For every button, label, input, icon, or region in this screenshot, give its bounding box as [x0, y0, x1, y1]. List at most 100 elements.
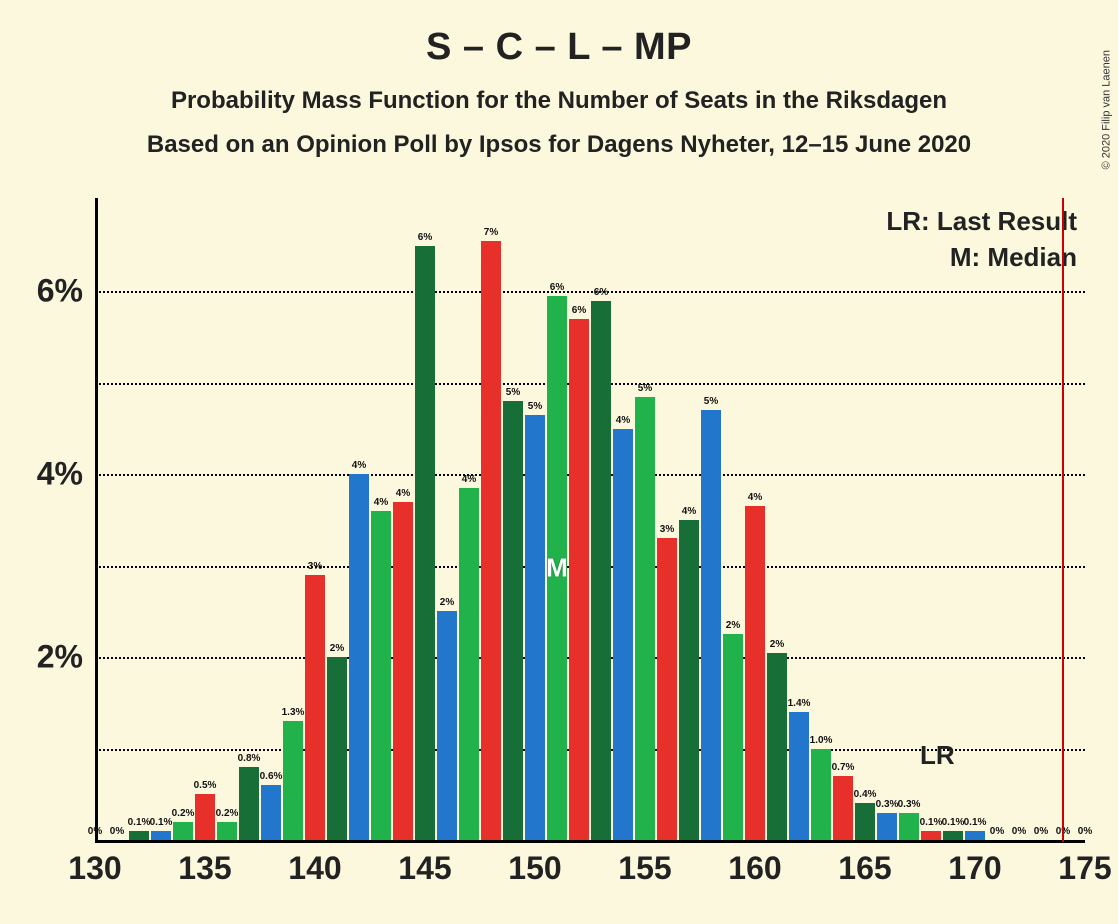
bar-value-label: 4% — [682, 506, 696, 517]
bar — [327, 657, 347, 840]
bar — [921, 831, 941, 840]
bar-value-label: 0.2% — [172, 808, 195, 819]
x-tick-label: 140 — [288, 850, 341, 887]
bar — [371, 511, 391, 840]
bar — [591, 301, 611, 840]
grid-line — [95, 291, 1085, 293]
bar — [305, 575, 325, 840]
bar-value-label: 0.4% — [854, 789, 877, 800]
bar-value-label: 0.1% — [128, 817, 151, 828]
bar — [503, 401, 523, 840]
bar — [261, 785, 281, 840]
bar-value-label: 6% — [572, 305, 586, 316]
y-tick-label: 6% — [3, 273, 83, 310]
bar-value-label: 3% — [308, 561, 322, 572]
bar-value-label: 0% — [110, 826, 124, 837]
bar-value-label: 0% — [990, 826, 1004, 837]
bar-value-label: 0% — [1012, 826, 1026, 837]
bar — [173, 822, 193, 840]
bar-value-label: 1.4% — [788, 698, 811, 709]
bar-value-label: 0% — [1034, 826, 1048, 837]
x-axis — [95, 840, 1085, 843]
bar-value-label: 5% — [528, 401, 542, 412]
y-tick-label: 4% — [3, 456, 83, 493]
bar-value-label: 0.7% — [832, 762, 855, 773]
bar — [481, 241, 501, 840]
bar — [899, 813, 919, 840]
bar — [437, 611, 457, 840]
bar-value-label: 0.1% — [942, 817, 965, 828]
bar-value-label: 2% — [770, 639, 784, 650]
bar — [393, 502, 413, 840]
x-tick-label: 160 — [728, 850, 781, 887]
bar — [569, 319, 589, 840]
bar — [723, 634, 743, 840]
x-tick-label: 170 — [948, 850, 1001, 887]
bar — [767, 653, 787, 840]
bar — [129, 831, 149, 840]
bar — [239, 767, 259, 840]
legend-lr: LR: Last Result — [886, 206, 1077, 237]
bar — [877, 813, 897, 840]
bar-value-label: 0% — [1078, 826, 1092, 837]
x-tick-label: 175 — [1058, 850, 1111, 887]
y-tick-label: 2% — [3, 639, 83, 676]
bar-value-label: 2% — [440, 597, 454, 608]
bar — [833, 776, 853, 840]
bar — [151, 831, 171, 840]
x-tick-label: 165 — [838, 850, 891, 887]
x-tick-label: 135 — [178, 850, 231, 887]
bar — [965, 831, 985, 840]
bar — [195, 794, 215, 840]
bar-value-label: 0.8% — [238, 753, 261, 764]
bar-value-label: 6% — [594, 287, 608, 298]
bar — [613, 429, 633, 840]
plot-area: LR: Last Result M: Median 2%4%6%13013514… — [95, 200, 1085, 840]
bar-value-label: 4% — [462, 474, 476, 485]
last-result-marker: LR — [920, 740, 955, 771]
x-tick-label: 155 — [618, 850, 671, 887]
bar-value-label: 4% — [616, 415, 630, 426]
bar-value-label: 4% — [396, 488, 410, 499]
bar-value-label: 3% — [660, 524, 674, 535]
bar — [635, 397, 655, 840]
bar-value-label: 7% — [484, 227, 498, 238]
bar-value-label: 5% — [638, 383, 652, 394]
bar-value-label: 2% — [330, 643, 344, 654]
bar-value-label: 4% — [374, 497, 388, 508]
x-tick-label: 145 — [398, 850, 451, 887]
bar — [745, 506, 765, 840]
legend-m: M: Median — [950, 242, 1077, 273]
bar-value-label: 1.0% — [810, 735, 833, 746]
bar-value-label: 0.3% — [898, 799, 921, 810]
bar — [283, 721, 303, 840]
bar — [217, 822, 237, 840]
bar — [943, 831, 963, 840]
x-tick-label: 150 — [508, 850, 561, 887]
bar — [701, 410, 721, 840]
chart-title: S – C – L – MP — [0, 0, 1118, 69]
bar — [789, 712, 809, 840]
bar-value-label: 5% — [704, 396, 718, 407]
bar-value-label: 4% — [352, 460, 366, 471]
bar — [349, 474, 369, 840]
x-tick-label: 130 — [68, 850, 121, 887]
bar-value-label: 6% — [550, 282, 564, 293]
chart-subtitle-2: Based on an Opinion Poll by Ipsos for Da… — [0, 131, 1118, 159]
bar-value-label: 0.5% — [194, 780, 217, 791]
bar — [679, 520, 699, 840]
bar-value-label: 1.3% — [282, 707, 305, 718]
bar-value-label: 0.3% — [876, 799, 899, 810]
chart-subtitle-1: Probability Mass Function for the Number… — [0, 87, 1118, 115]
bar — [525, 415, 545, 840]
bar-value-label: 0% — [88, 826, 102, 837]
bar-value-label: 0.1% — [920, 817, 943, 828]
bar-value-label: 0.1% — [150, 817, 173, 828]
bar-value-label: 2% — [726, 620, 740, 631]
bar-value-label: 4% — [748, 492, 762, 503]
bar — [657, 538, 677, 840]
copyright-text: © 2020 Filip van Laenen — [1100, 50, 1112, 169]
y-axis — [95, 198, 98, 842]
last-result-line — [1062, 198, 1064, 842]
bar-value-label: 0.6% — [260, 771, 283, 782]
